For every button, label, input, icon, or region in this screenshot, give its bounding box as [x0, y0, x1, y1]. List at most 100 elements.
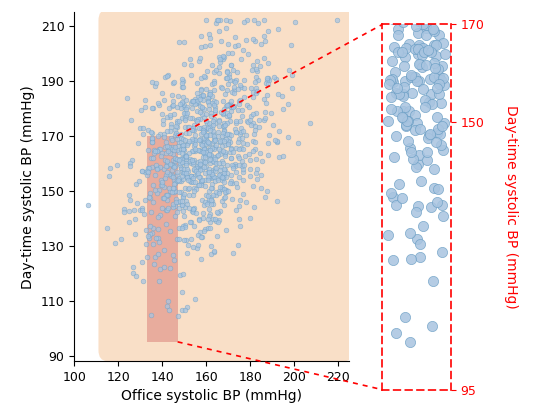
- Point: [224, 100, 233, 107]
- Point: [210, 102, 218, 109]
- Point: [241, 198, 250, 205]
- Point: [218, 110, 227, 116]
- Point: [207, 93, 216, 99]
- Point: [151, 187, 160, 193]
- Point: [228, 161, 237, 168]
- Point: [419, 20, 427, 27]
- Point: [193, 163, 202, 169]
- Point: [231, 43, 240, 50]
- Point: [211, 120, 220, 126]
- Point: [232, 129, 240, 135]
- Point: [145, 164, 153, 171]
- Point: [205, 146, 214, 153]
- Point: [174, 138, 183, 145]
- Point: [209, 86, 218, 93]
- Point: [288, 71, 297, 78]
- Point: [192, 100, 201, 106]
- Point: [243, 101, 251, 108]
- Point: [195, 173, 204, 180]
- Point: [195, 147, 204, 154]
- Point: [306, 120, 315, 126]
- Point: [104, 173, 113, 180]
- Point: [207, 200, 216, 207]
- Point: [184, 175, 192, 182]
- Point: [206, 196, 215, 203]
- Point: [386, 1, 394, 7]
- Point: [156, 164, 164, 171]
- Point: [262, 92, 271, 98]
- Point: [149, 155, 158, 161]
- Point: [189, 148, 197, 155]
- Point: [199, 210, 207, 217]
- Point: [249, 36, 257, 42]
- Point: [224, 80, 233, 87]
- Point: [194, 116, 202, 122]
- Point: [236, 82, 245, 89]
- Point: [105, 164, 114, 171]
- Point: [221, 122, 229, 128]
- Point: [204, 95, 213, 101]
- Point: [219, 195, 228, 202]
- Point: [169, 177, 178, 183]
- Point: [214, 160, 223, 166]
- Point: [242, 37, 251, 44]
- Point: [218, 142, 227, 149]
- Point: [180, 237, 189, 244]
- Point: [158, 195, 167, 201]
- Point: [430, 166, 438, 173]
- Point: [186, 157, 195, 164]
- Point: [228, 149, 237, 155]
- Point: [234, 107, 243, 113]
- Point: [193, 118, 202, 124]
- Point: [400, 63, 409, 70]
- Point: [164, 171, 173, 177]
- Point: [195, 55, 204, 62]
- Point: [206, 42, 214, 49]
- Point: [212, 99, 221, 105]
- Point: [273, 138, 282, 145]
- Point: [231, 126, 240, 133]
- Point: [417, 64, 426, 70]
- Point: [179, 208, 188, 214]
- Point: [200, 139, 208, 146]
- Point: [242, 141, 251, 148]
- Point: [246, 215, 255, 221]
- Point: [215, 64, 224, 70]
- Point: [155, 212, 164, 218]
- Point: [124, 207, 133, 214]
- Point: [424, 99, 433, 105]
- Point: [165, 145, 174, 152]
- Point: [191, 146, 200, 153]
- Point: [440, 51, 449, 58]
- Point: [180, 222, 189, 228]
- Point: [174, 177, 183, 183]
- Point: [201, 170, 210, 177]
- Point: [389, 257, 398, 263]
- Point: [163, 72, 172, 79]
- Point: [192, 98, 201, 104]
- Point: [214, 219, 223, 226]
- Point: [234, 153, 243, 159]
- Point: [176, 178, 185, 184]
- Point: [257, 185, 266, 192]
- Point: [384, 15, 393, 21]
- Point: [148, 130, 157, 136]
- Point: [174, 189, 183, 196]
- Point: [245, 151, 254, 157]
- Point: [188, 138, 196, 144]
- Point: [218, 160, 227, 166]
- Point: [219, 170, 228, 176]
- Point: [150, 150, 158, 156]
- Point: [223, 75, 232, 81]
- Point: [194, 94, 202, 100]
- Point: [204, 169, 212, 175]
- Point: [158, 117, 167, 124]
- Point: [227, 89, 236, 95]
- Point: [185, 191, 194, 198]
- Point: [175, 162, 184, 169]
- Point: [161, 138, 170, 145]
- Point: [175, 272, 184, 278]
- Point: [392, 329, 400, 336]
- Point: [196, 140, 205, 147]
- Point: [168, 252, 177, 258]
